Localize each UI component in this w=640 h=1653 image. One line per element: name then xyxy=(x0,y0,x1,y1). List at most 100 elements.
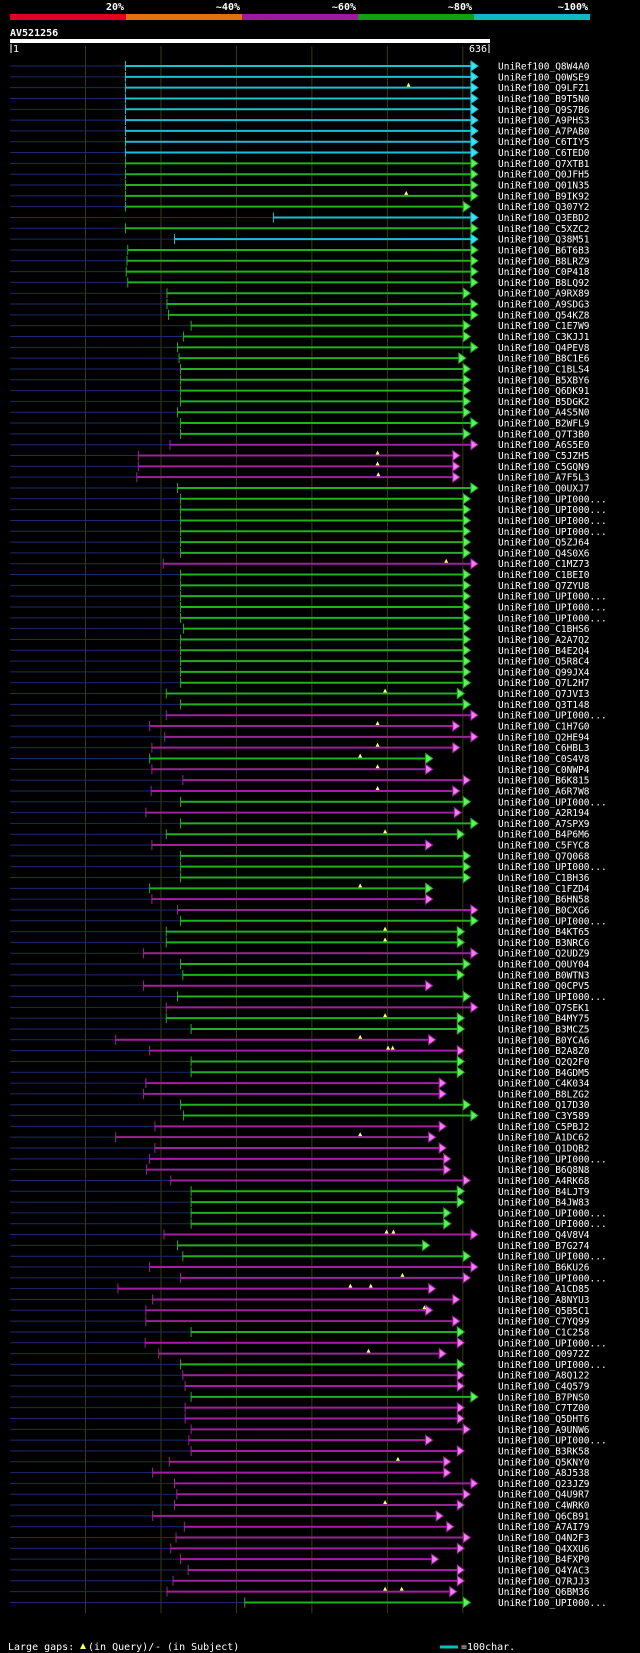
hit-label[interactable]: UniRef100_B6K815 xyxy=(498,776,590,787)
hit-label[interactable]: UniRef100_Q23JZ9 xyxy=(498,1479,590,1490)
hit-label[interactable]: UniRef100_C6TIY5 xyxy=(498,137,590,148)
hit-row[interactable]: UniRef100_B8LRZ9 xyxy=(10,254,590,268)
hit-row[interactable]: UniRef100_C1BH36 xyxy=(10,871,590,885)
hit-row[interactable]: UniRef100_UPI000... xyxy=(10,709,607,722)
hit-row[interactable]: UniRef100_C7TZ00 xyxy=(10,1401,590,1415)
hit-label[interactable]: UniRef100_UPI000... xyxy=(498,1273,607,1284)
hit-label[interactable]: UniRef100_UPI000... xyxy=(498,592,607,603)
hit-row[interactable]: UniRef100_B2A8Z0 xyxy=(10,1044,590,1058)
hit-row[interactable]: UniRef100_Q5R8C4 xyxy=(10,655,590,668)
hit-row[interactable]: UniRef100_A7F5L3 xyxy=(10,471,590,484)
hit-label[interactable]: UniRef100_B2WFL9 xyxy=(498,419,590,430)
hit-row[interactable]: UniRef100_Q7SEK1 xyxy=(10,1001,590,1014)
hit-row[interactable]: UniRef100_B6KU26 xyxy=(10,1261,590,1274)
hit-row[interactable]: UniRef100_C4WRK0 xyxy=(10,1499,590,1512)
hit-row[interactable]: UniRef100_Q3T148 xyxy=(10,698,590,711)
hit-label[interactable]: UniRef100_UPI000... xyxy=(498,527,607,538)
hit-label[interactable]: UniRef100_C7TZ00 xyxy=(498,1403,590,1414)
hit-label[interactable]: UniRef100_A4S5N0 xyxy=(498,408,590,419)
hit-row[interactable]: UniRef100_C1C258 xyxy=(10,1325,590,1339)
hit-row[interactable]: UniRef100_B6T6B3 xyxy=(10,243,590,257)
hit-row[interactable]: UniRef100_Q2UDZ9 xyxy=(10,947,590,960)
hit-row[interactable]: UniRef100_UPI000... xyxy=(10,525,607,538)
hit-label[interactable]: UniRef100_C1BEI0 xyxy=(498,570,590,581)
hit-row[interactable]: UniRef100_Q5ZJ64 xyxy=(10,536,590,549)
hit-label[interactable]: UniRef100_Q2UDZ9 xyxy=(498,949,590,960)
hit-row[interactable]: UniRef100_Q8W4A0 xyxy=(10,60,590,73)
hit-row[interactable]: UniRef100_A9RX89 xyxy=(10,287,590,300)
hit-label[interactable]: UniRef100_Q3EBD2 xyxy=(498,213,590,224)
hit-label[interactable]: UniRef100_Q9LFZ1 xyxy=(498,83,590,94)
hit-label[interactable]: UniRef100_C1BLS4 xyxy=(498,364,590,375)
hit-row[interactable]: UniRef100_A1DC62 xyxy=(10,1131,590,1144)
hit-label[interactable]: UniRef100_C1MZ73 xyxy=(498,559,590,570)
hit-row[interactable]: UniRef100_A7PAB0 xyxy=(10,124,590,138)
hit-row[interactable]: UniRef100_B4FXP0 xyxy=(10,1553,590,1566)
hit-label[interactable]: UniRef100_C1BH36 xyxy=(498,873,590,884)
hit-label[interactable]: UniRef100_B7G274 xyxy=(498,1241,590,1252)
hit-row[interactable]: UniRef100_Q4PEV8 xyxy=(10,341,590,354)
hit-label[interactable]: UniRef100_C6HBL3 xyxy=(498,743,590,754)
hit-row[interactable]: UniRef100_A1CD85 xyxy=(10,1282,590,1296)
hit-label[interactable]: UniRef100_Q4XXU6 xyxy=(498,1544,590,1555)
hit-label[interactable]: UniRef100_B0WTN3 xyxy=(498,970,590,981)
hit-row[interactable]: UniRef100_UPI000... xyxy=(10,611,607,625)
hit-label[interactable]: UniRef100_Q7RJJ3 xyxy=(498,1576,590,1587)
hit-row[interactable]: UniRef100_Q4V8V4 xyxy=(10,1228,590,1242)
hit-row[interactable]: UniRef100_B0CXG6 xyxy=(10,903,590,917)
hit-row[interactable]: UniRef100_B4GDM5 xyxy=(10,1066,590,1079)
hit-row[interactable]: UniRef100_B0WTN3 xyxy=(10,968,590,982)
hit-label[interactable]: UniRef100_C7YQ99 xyxy=(498,1317,590,1328)
hit-row[interactable]: UniRef100_B2WFL9 xyxy=(10,417,590,430)
hit-label[interactable]: UniRef100_Q7T3B0 xyxy=(498,429,590,440)
hit-row[interactable]: UniRef100_UPI000... xyxy=(10,914,607,928)
hit-label[interactable]: UniRef100_B0CXG6 xyxy=(498,905,590,916)
hit-row[interactable]: UniRef100_Q01N35 xyxy=(10,179,590,192)
hit-row[interactable]: UniRef100_Q4YAC3 xyxy=(10,1564,590,1577)
hit-label[interactable]: UniRef100_C4K034 xyxy=(498,1079,590,1090)
hit-row[interactable]: UniRef100_C5PBJ2 xyxy=(10,1120,590,1133)
hit-row[interactable]: UniRef100_B7G274 xyxy=(10,1239,590,1252)
hit-row[interactable]: UniRef100_C6TIY5 xyxy=(10,135,590,149)
hit-row[interactable]: UniRef100_Q0UXJ7 xyxy=(10,482,590,495)
hit-label[interactable]: UniRef100_C1E7W9 xyxy=(498,321,590,332)
hit-row[interactable]: UniRef100_B8LQ92 xyxy=(10,276,590,289)
hit-label[interactable]: UniRef100_B4E2Q4 xyxy=(498,646,590,657)
hit-label[interactable]: UniRef100_A9RX89 xyxy=(498,289,590,300)
hit-row[interactable]: UniRef100_B7PNS0 xyxy=(10,1390,590,1404)
hit-label[interactable]: UniRef100_Q01N35 xyxy=(498,181,590,192)
hit-row[interactable]: UniRef100_B6K815 xyxy=(10,774,590,787)
hit-row[interactable]: UniRef100_C0P418 xyxy=(10,265,590,279)
hit-label[interactable]: UniRef100_Q5ZJ64 xyxy=(498,538,590,549)
hit-row[interactable]: UniRef100_B4P6M6 xyxy=(10,828,590,841)
hit-row[interactable]: UniRef100_Q7XTB1 xyxy=(10,157,590,170)
hit-row[interactable]: UniRef100_UPI000... xyxy=(10,1152,607,1166)
hit-row[interactable]: UniRef100_A8NYU3 xyxy=(10,1293,590,1306)
hit-label[interactable]: UniRef100_C5PBJ2 xyxy=(498,1122,590,1133)
hit-label[interactable]: UniRef100_Q7ZYU8 xyxy=(498,581,590,592)
hit-row[interactable]: UniRef100_A6R7W8 xyxy=(10,784,590,798)
hit-label[interactable]: UniRef100_A7AI79 xyxy=(498,1522,590,1533)
hit-label[interactable]: UniRef100_Q4YAC3 xyxy=(498,1565,590,1576)
hit-label[interactable]: UniRef100_B9T5N0 xyxy=(498,94,590,105)
hit-row[interactable]: UniRef100_Q2HE94 xyxy=(10,730,590,744)
hit-label[interactable]: UniRef100_Q0972Z xyxy=(498,1349,590,1360)
hit-row[interactable]: UniRef100_UPI000... xyxy=(10,1434,607,1447)
hit-row[interactable]: UniRef100_C5XZC2 xyxy=(10,222,590,235)
hit-label[interactable]: UniRef100_Q5R8C4 xyxy=(498,657,590,668)
hit-label[interactable]: UniRef100_Q7L2H7 xyxy=(498,678,590,689)
hit-label[interactable]: UniRef100_A6S5E0 xyxy=(498,440,590,451)
hit-label[interactable]: UniRef100_UPI000... xyxy=(498,916,607,927)
hit-row[interactable]: UniRef100_C1H7G0 xyxy=(10,720,590,733)
hit-row[interactable]: UniRef100_Q7RJJ3 xyxy=(10,1574,590,1588)
hit-label[interactable]: UniRef100_UPI000... xyxy=(498,711,607,722)
hit-row[interactable]: UniRef100_Q2Q2F0 xyxy=(10,1055,590,1068)
hit-label[interactable]: UniRef100_B4LJT9 xyxy=(498,1187,590,1198)
hit-row[interactable]: UniRef100_Q0UY04 xyxy=(10,958,590,971)
hit-row[interactable]: UniRef100_B0YCA6 xyxy=(10,1033,590,1047)
hit-label[interactable]: UniRef100_Q6CB91 xyxy=(498,1511,590,1522)
hit-row[interactable]: UniRef100_C0S4V8 xyxy=(10,752,590,765)
hit-row[interactable]: UniRef100_B3RK58 xyxy=(10,1444,590,1458)
hit-label[interactable]: UniRef100_Q3T148 xyxy=(498,700,590,711)
hit-row[interactable]: UniRef100_Q1DQB2 xyxy=(10,1142,590,1155)
